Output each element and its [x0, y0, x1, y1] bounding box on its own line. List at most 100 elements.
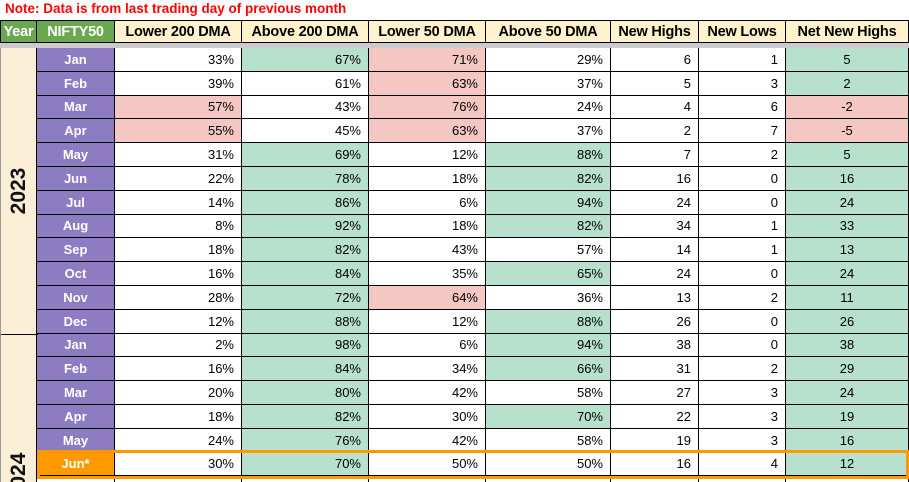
value-cell[interactable]: 8% — [115, 214, 242, 239]
value-cell[interactable]: 16 — [786, 166, 909, 191]
value-cell[interactable]: 12% — [115, 309, 242, 334]
value-cell[interactable]: 1 — [699, 238, 786, 263]
value-cell[interactable]: 31% — [115, 143, 242, 167]
value-cell[interactable]: 82% — [486, 166, 611, 191]
value-cell[interactable]: 82% — [486, 214, 611, 239]
month-cell[interactable]: Mar — [37, 95, 115, 120]
value-cell[interactable]: 43% — [369, 238, 486, 263]
value-cell[interactable]: 33 — [786, 214, 909, 239]
value-cell[interactable]: 3 — [699, 381, 786, 405]
value-cell[interactable]: 37% — [486, 71, 611, 96]
column-header-net-new-highs[interactable]: Net New Highs — [786, 20, 909, 43]
value-cell[interactable]: 0 — [699, 262, 786, 286]
value-cell[interactable]: 3 — [699, 404, 786, 429]
month-cell[interactable]: Dec — [37, 309, 115, 334]
value-cell[interactable]: 1 — [699, 214, 786, 239]
value-cell[interactable]: 86% — [242, 190, 369, 215]
year-label-2023[interactable]: 2023 — [6, 167, 30, 215]
value-cell[interactable]: 58% — [486, 428, 611, 453]
value-cell[interactable]: 30% — [115, 452, 242, 477]
month-cell[interactable]: Nov — [37, 285, 115, 310]
value-cell[interactable]: 14 — [611, 238, 699, 263]
value-cell[interactable]: 2 — [786, 71, 909, 96]
value-cell[interactable]: 19 — [786, 404, 909, 429]
value-cell[interactable]: 2 — [699, 357, 786, 382]
value-cell[interactable]: 34 — [611, 214, 699, 239]
value-cell[interactable]: 2 — [699, 143, 786, 167]
month-cell[interactable]: Jul — [37, 190, 115, 215]
value-cell[interactable]: 50% — [486, 452, 611, 477]
value-cell[interactable]: 29 — [786, 357, 909, 382]
value-cell[interactable]: 34% — [369, 357, 486, 382]
value-cell[interactable]: 88% — [486, 309, 611, 334]
value-cell[interactable]: 12% — [369, 309, 486, 334]
value-cell[interactable]: 94% — [486, 333, 611, 358]
value-cell[interactable]: 57% — [115, 95, 242, 120]
value-cell[interactable]: 5 — [611, 71, 699, 96]
column-header-nifty50[interactable]: NIFTY50 — [37, 20, 115, 43]
value-cell[interactable]: 16 — [786, 428, 909, 453]
month-cell[interactable]: Feb — [37, 71, 115, 96]
value-cell[interactable]: 37% — [486, 119, 611, 144]
value-cell[interactable]: 72% — [242, 285, 369, 310]
value-cell[interactable]: 24 — [786, 381, 909, 405]
value-cell[interactable]: 38 — [786, 333, 909, 358]
value-cell[interactable]: 42% — [369, 428, 486, 453]
value-cell[interactable]: 0 — [699, 309, 786, 334]
value-cell[interactable]: 61% — [242, 71, 369, 96]
month-cell[interactable]: May — [37, 428, 115, 453]
value-cell[interactable]: -5 — [786, 119, 909, 144]
value-cell[interactable]: 84% — [242, 357, 369, 382]
value-cell[interactable]: 26 — [611, 309, 699, 334]
month-cell[interactable]: Mar — [37, 381, 115, 405]
value-cell[interactable]: 82% — [242, 238, 369, 263]
value-cell[interactable]: 88% — [242, 309, 369, 334]
empty-cell[interactable] — [699, 476, 786, 482]
value-cell[interactable]: 64% — [369, 285, 486, 310]
value-cell[interactable]: 6% — [369, 333, 486, 358]
value-cell[interactable]: 12 — [786, 452, 909, 477]
column-header-new-lows[interactable]: New Lows — [699, 20, 786, 43]
value-cell[interactable]: 3 — [699, 428, 786, 453]
month-cell[interactable]: Jun — [37, 166, 115, 191]
value-cell[interactable]: 4 — [611, 95, 699, 120]
value-cell[interactable]: 6% — [369, 190, 486, 215]
empty-cell[interactable] — [369, 476, 486, 482]
value-cell[interactable]: 14% — [115, 190, 242, 215]
value-cell[interactable]: 57% — [486, 238, 611, 263]
value-cell[interactable]: 7 — [699, 119, 786, 144]
value-cell[interactable]: 24% — [486, 95, 611, 120]
value-cell[interactable]: 6 — [611, 48, 699, 72]
value-cell[interactable]: 2% — [115, 333, 242, 358]
value-cell[interactable]: 2 — [611, 119, 699, 144]
value-cell[interactable]: 26 — [786, 309, 909, 334]
month-cell[interactable]: May — [37, 143, 115, 167]
value-cell[interactable]: 0 — [699, 166, 786, 191]
value-cell[interactable]: 12% — [369, 143, 486, 167]
value-cell[interactable]: 3 — [699, 71, 786, 96]
empty-cell[interactable] — [486, 476, 611, 482]
value-cell[interactable]: 84% — [242, 262, 369, 286]
value-cell[interactable]: 24 — [611, 262, 699, 286]
value-cell[interactable]: 5 — [786, 143, 909, 167]
value-cell[interactable]: 94% — [486, 190, 611, 215]
value-cell[interactable]: 7 — [611, 143, 699, 167]
value-cell[interactable]: 82% — [242, 404, 369, 429]
value-cell[interactable]: 69% — [242, 143, 369, 167]
value-cell[interactable]: 45% — [242, 119, 369, 144]
value-cell[interactable]: 20% — [115, 381, 242, 405]
value-cell[interactable]: 18% — [369, 214, 486, 239]
column-header-new-highs[interactable]: New Highs — [611, 20, 699, 43]
value-cell[interactable]: 36% — [486, 285, 611, 310]
value-cell[interactable]: 76% — [369, 95, 486, 120]
value-cell[interactable]: 2 — [699, 285, 786, 310]
value-cell[interactable]: 29% — [486, 48, 611, 72]
month-cell[interactable]: Aug — [37, 214, 115, 239]
value-cell[interactable]: 92% — [242, 214, 369, 239]
value-cell[interactable]: 16 — [611, 452, 699, 477]
month-cell[interactable]: Jan — [37, 48, 115, 72]
value-cell[interactable]: 19 — [611, 428, 699, 453]
value-cell[interactable]: 18% — [115, 238, 242, 263]
value-cell[interactable]: 66% — [486, 357, 611, 382]
value-cell[interactable]: 67% — [242, 48, 369, 72]
